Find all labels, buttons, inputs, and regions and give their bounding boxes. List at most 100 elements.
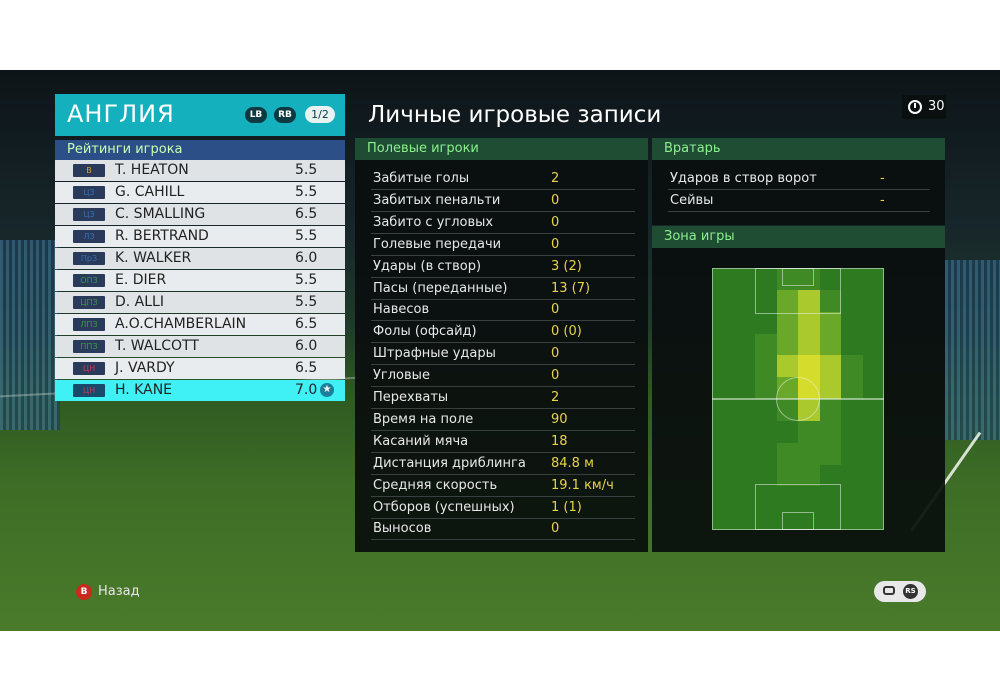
player-row[interactable]: ЛЗ R. BERTRAND 5.5 <box>55 226 345 247</box>
heatmap-cell <box>776 442 799 465</box>
field-players-header: Полевые игроки <box>355 138 648 160</box>
stat-label: Пасы (переданные) <box>373 280 508 296</box>
player-row[interactable]: В T. HEATON 5.5 <box>55 160 345 181</box>
heatmap-cell <box>755 268 777 291</box>
heatmap-cell <box>755 355 777 378</box>
stat-label: Забито с угловых <box>373 214 494 230</box>
stat-label: Отборов (успешных) <box>373 499 515 515</box>
stat-value: - <box>880 193 885 208</box>
position-badge: ОПЗ <box>73 274 105 287</box>
stat-label: Голевые передачи <box>373 236 502 252</box>
heatmap-cell <box>755 442 777 465</box>
player-rating: 6.5 <box>295 360 318 376</box>
stat-value: 19.1 км/ч <box>551 477 614 493</box>
match-timer: 30 <box>902 95 946 119</box>
player-list: В T. HEATON 5.5 ЦЗ G. CAHILL 5.5 ЦЗ C. SMALLING… <box>55 160 345 402</box>
player-row[interactable]: ЦН H. KANE 7.0 ★ <box>55 380 345 401</box>
heatmap-cell <box>733 508 756 530</box>
rb-button[interactable]: RB <box>274 107 296 123</box>
position-badge: ПрЗ <box>73 252 105 265</box>
player-row[interactable]: ЦН J. VARDY 6.5 <box>55 358 345 379</box>
stat-label: Выносов <box>373 521 432 537</box>
stat-row: Дистанция дриблинга 84.8 м <box>371 453 635 475</box>
bottom-right-controls[interactable]: RS <box>874 581 926 602</box>
heatmap <box>712 268 884 530</box>
player-name: G. CAHILL <box>115 184 185 200</box>
stat-value: 90 <box>551 411 568 427</box>
player-row[interactable]: ППЗ T. WALCOTT 6.0 <box>55 336 345 357</box>
player-name: K. WALKER <box>115 250 192 266</box>
stat-label: Угловые <box>373 368 430 384</box>
stat-value: 0 <box>551 521 560 537</box>
player-row[interactable]: ОПЗ E. DIER 5.5 <box>55 270 345 291</box>
heatmap-cell <box>819 464 842 487</box>
stat-row: Время на поле 90 <box>371 409 635 431</box>
heatmap-cell <box>733 268 756 291</box>
back-label: Назад <box>98 584 140 599</box>
heatmap-cell <box>776 289 799 313</box>
heatmap-cell <box>755 289 777 313</box>
stat-value: 0 <box>551 192 560 208</box>
b-button-icon: B <box>76 584 92 600</box>
stat-row: Забито с угловых 0 <box>371 212 635 234</box>
heatmap-cell <box>733 355 756 378</box>
stat-value: 0 <box>551 302 560 318</box>
goalkeeper-panel: Вратарь Ударов в створ ворот - Сейвы - <box>652 138 945 225</box>
player-name: D. ALLI <box>115 294 164 310</box>
heatmap-cell <box>712 399 734 422</box>
heatmap-cell <box>841 333 863 356</box>
player-row[interactable]: ЛПЗ A.O.CHAMBERLAIN 6.5 <box>55 314 345 335</box>
heatmap-cell <box>798 333 820 356</box>
goalkeeper-header: Вратарь <box>652 138 945 160</box>
zone-panel: Зона игры <box>652 226 945 552</box>
heatmap-cell <box>733 311 756 334</box>
stat-label: Штрафные удары <box>373 346 496 362</box>
star-icon: ★ <box>320 383 334 397</box>
player-row[interactable]: ЦЗ C. SMALLING 6.5 <box>55 204 345 225</box>
stat-label: Средняя скорость <box>373 477 498 493</box>
lb-button[interactable]: LB <box>245 107 267 123</box>
rs-button-icon[interactable]: RS <box>903 584 918 599</box>
stat-value: 3 (2) <box>551 258 582 274</box>
heatmap-cell <box>755 508 777 530</box>
heatmap-cell <box>712 442 734 465</box>
heatmap-cell <box>841 355 863 378</box>
heatmap-cell <box>841 377 863 400</box>
heatmap-cell <box>819 486 842 509</box>
player-row[interactable]: ЦЗ G. CAHILL 5.5 <box>55 182 345 203</box>
chat-icon[interactable] <box>883 586 895 595</box>
stat-value: 0 <box>551 236 560 252</box>
heatmap-cell <box>819 377 842 400</box>
heatmap-cell <box>819 442 842 465</box>
stat-row: Забитые голы 2 <box>371 168 635 190</box>
stat-row: Забитых пенальти 0 <box>371 190 635 212</box>
player-name: A.O.CHAMBERLAIN <box>115 316 247 332</box>
heatmap-cell <box>841 268 863 291</box>
heatmap-cell <box>755 333 777 356</box>
player-row[interactable]: ПрЗ K. WALKER 6.0 <box>55 248 345 269</box>
stat-row: Голевые передачи 0 <box>371 234 635 256</box>
stat-value: 0 <box>551 346 560 362</box>
player-row[interactable]: ЦПЗ D. ALLI 5.5 <box>55 292 345 313</box>
stat-row: Фолы (офсайд) 0 (0) <box>371 321 635 344</box>
halfway-line <box>712 398 884 400</box>
stat-value: 1 (1) <box>551 499 582 515</box>
heatmap-cell <box>733 464 756 487</box>
heatmap-cell <box>798 289 820 313</box>
stat-row: Ударов в створ ворот - <box>668 168 930 190</box>
heatmap-cell <box>819 289 842 313</box>
heatmap-cell <box>712 508 734 530</box>
goal-area <box>782 512 814 530</box>
heatmap-cell <box>862 442 884 465</box>
stat-label: Фолы (офсайд) <box>373 324 477 340</box>
player-name: E. DIER <box>115 272 167 288</box>
heatmap-cell <box>755 399 777 422</box>
stat-value: 13 (7) <box>551 280 591 296</box>
stat-row: Выносов 0 <box>371 518 635 541</box>
heatmap-cell <box>819 399 842 422</box>
heatmap-cell <box>712 486 734 509</box>
heatmap-cell <box>862 486 884 509</box>
goal-area <box>782 268 814 286</box>
heatmap-cell <box>841 508 863 530</box>
stat-label: Сейвы <box>670 193 714 208</box>
